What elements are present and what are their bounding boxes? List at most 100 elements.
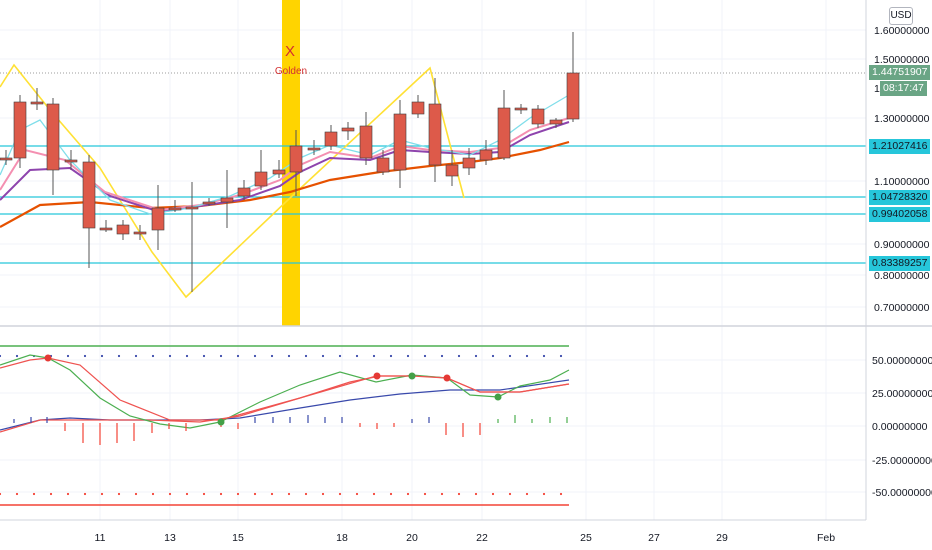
candle xyxy=(566,32,580,122)
osc-upper-dot xyxy=(100,354,104,358)
osc-lower-dot xyxy=(168,492,172,496)
osc-lower-dot xyxy=(355,492,359,496)
osc-upper-dot xyxy=(151,354,155,358)
candle-body xyxy=(254,171,268,187)
candle-body xyxy=(116,224,130,235)
osc-upper-dot xyxy=(219,354,223,358)
candle-body xyxy=(99,227,113,231)
oscillator-tick-label: 25.00000000 xyxy=(872,388,932,400)
candle-body xyxy=(341,127,355,132)
candle xyxy=(445,150,459,186)
candle xyxy=(289,130,303,196)
price-axis[interactable]: 1.60000000 1.50000000 1.30000000 1.10000000… xyxy=(874,25,930,314)
osc-upper-dot xyxy=(423,354,427,358)
osc-lower-dot xyxy=(219,492,223,496)
time-tick-label: 15 xyxy=(232,532,244,544)
candle-body xyxy=(376,157,390,173)
candle-body xyxy=(497,107,511,159)
osc-lower-dot xyxy=(389,492,393,496)
osc-upper-dot xyxy=(0,354,2,358)
candle xyxy=(46,98,60,195)
time-tick-label: Feb xyxy=(817,532,835,544)
candle xyxy=(514,104,528,114)
price-tick-label: 1.60000000 xyxy=(874,25,930,37)
osc-lower-dot xyxy=(117,492,121,496)
candle xyxy=(531,105,545,128)
oscillator-axis[interactable]: 50.00000000 25.00000000 0.00000000 -25.0000… xyxy=(872,355,932,499)
osc-upper-dot xyxy=(559,354,563,358)
osc-slow-line xyxy=(0,357,570,421)
osc-upper-dot xyxy=(406,354,410,358)
candle xyxy=(428,78,442,182)
osc-lower-dot xyxy=(83,492,87,496)
candle-body xyxy=(168,207,182,211)
osc-upper-dot xyxy=(236,354,240,358)
candle xyxy=(13,95,27,168)
osc-lower-dot xyxy=(134,492,138,496)
osc-lower-dot xyxy=(287,492,291,496)
osc-upper-dot xyxy=(134,354,138,358)
candle xyxy=(220,170,234,228)
time-axis[interactable]: 11 13 15 18 20 22 25 27 29 Feb xyxy=(95,532,836,544)
osc-lower-dot xyxy=(236,492,240,496)
candle xyxy=(168,200,182,212)
candle xyxy=(393,100,407,188)
price-tick-label: 1. xyxy=(874,83,883,95)
osc-lower-dot xyxy=(525,492,529,496)
candle xyxy=(497,90,511,160)
candle xyxy=(376,150,390,175)
osc-cross-dot xyxy=(217,418,225,426)
price-tick-label: 0.80000000 xyxy=(874,270,930,282)
candle-body xyxy=(445,164,459,177)
osc-upper-dot xyxy=(338,354,342,358)
time-tick-label: 13 xyxy=(164,532,176,544)
osc-fast-line xyxy=(0,354,570,429)
osc-lower-dot xyxy=(49,492,53,496)
candle-body xyxy=(82,161,96,229)
osc-upper-dot xyxy=(304,354,308,358)
candle-body xyxy=(549,119,563,125)
osc-lower-dot xyxy=(491,492,495,496)
osc-upper-dot xyxy=(185,354,189,358)
time-tick-label: 29 xyxy=(716,532,728,544)
osc-upper-dot xyxy=(389,354,393,358)
osc-upper-dot xyxy=(508,354,512,358)
osc-lower-dot xyxy=(457,492,461,496)
candle xyxy=(237,180,251,200)
countdown-label: 08:17:47 xyxy=(880,81,927,96)
price-tick-label: 0.90000000 xyxy=(874,239,930,251)
osc-lower-dot xyxy=(559,492,563,496)
osc-upper-dot xyxy=(491,354,495,358)
candle-body xyxy=(479,149,493,161)
candle xyxy=(185,182,199,292)
oscillator-tick-label: -50.00000000 xyxy=(872,487,932,499)
candle-body xyxy=(428,103,442,166)
osc-upper-dot xyxy=(542,354,546,358)
osc-upper-dot xyxy=(270,354,274,358)
osc-lower-dot xyxy=(304,492,308,496)
osc-upper-dot xyxy=(355,354,359,358)
candle xyxy=(462,148,476,175)
last-price-label: 1.44751907 xyxy=(869,65,931,80)
candle-body xyxy=(411,101,425,115)
candle-body xyxy=(237,187,251,197)
candle xyxy=(133,225,147,240)
osc-upper-dot xyxy=(66,354,70,358)
candle xyxy=(30,88,44,110)
candle-body xyxy=(531,108,545,125)
osc-upper-dot xyxy=(117,354,121,358)
candle-body xyxy=(462,157,476,169)
osc-cross-dot xyxy=(443,374,451,382)
osc-upper-dot xyxy=(253,354,257,358)
osc-lower-dot xyxy=(202,492,206,496)
osc-lower-dot xyxy=(32,492,36,496)
candle xyxy=(479,140,493,165)
candle-body xyxy=(133,231,147,235)
currency-badge[interactable]: USD xyxy=(889,7,913,25)
candle xyxy=(307,140,321,155)
candle xyxy=(99,220,113,232)
osc-lower-dot xyxy=(15,492,19,496)
level-label-1: 1.21027416 xyxy=(869,139,931,154)
osc-lower-dot xyxy=(270,492,274,496)
